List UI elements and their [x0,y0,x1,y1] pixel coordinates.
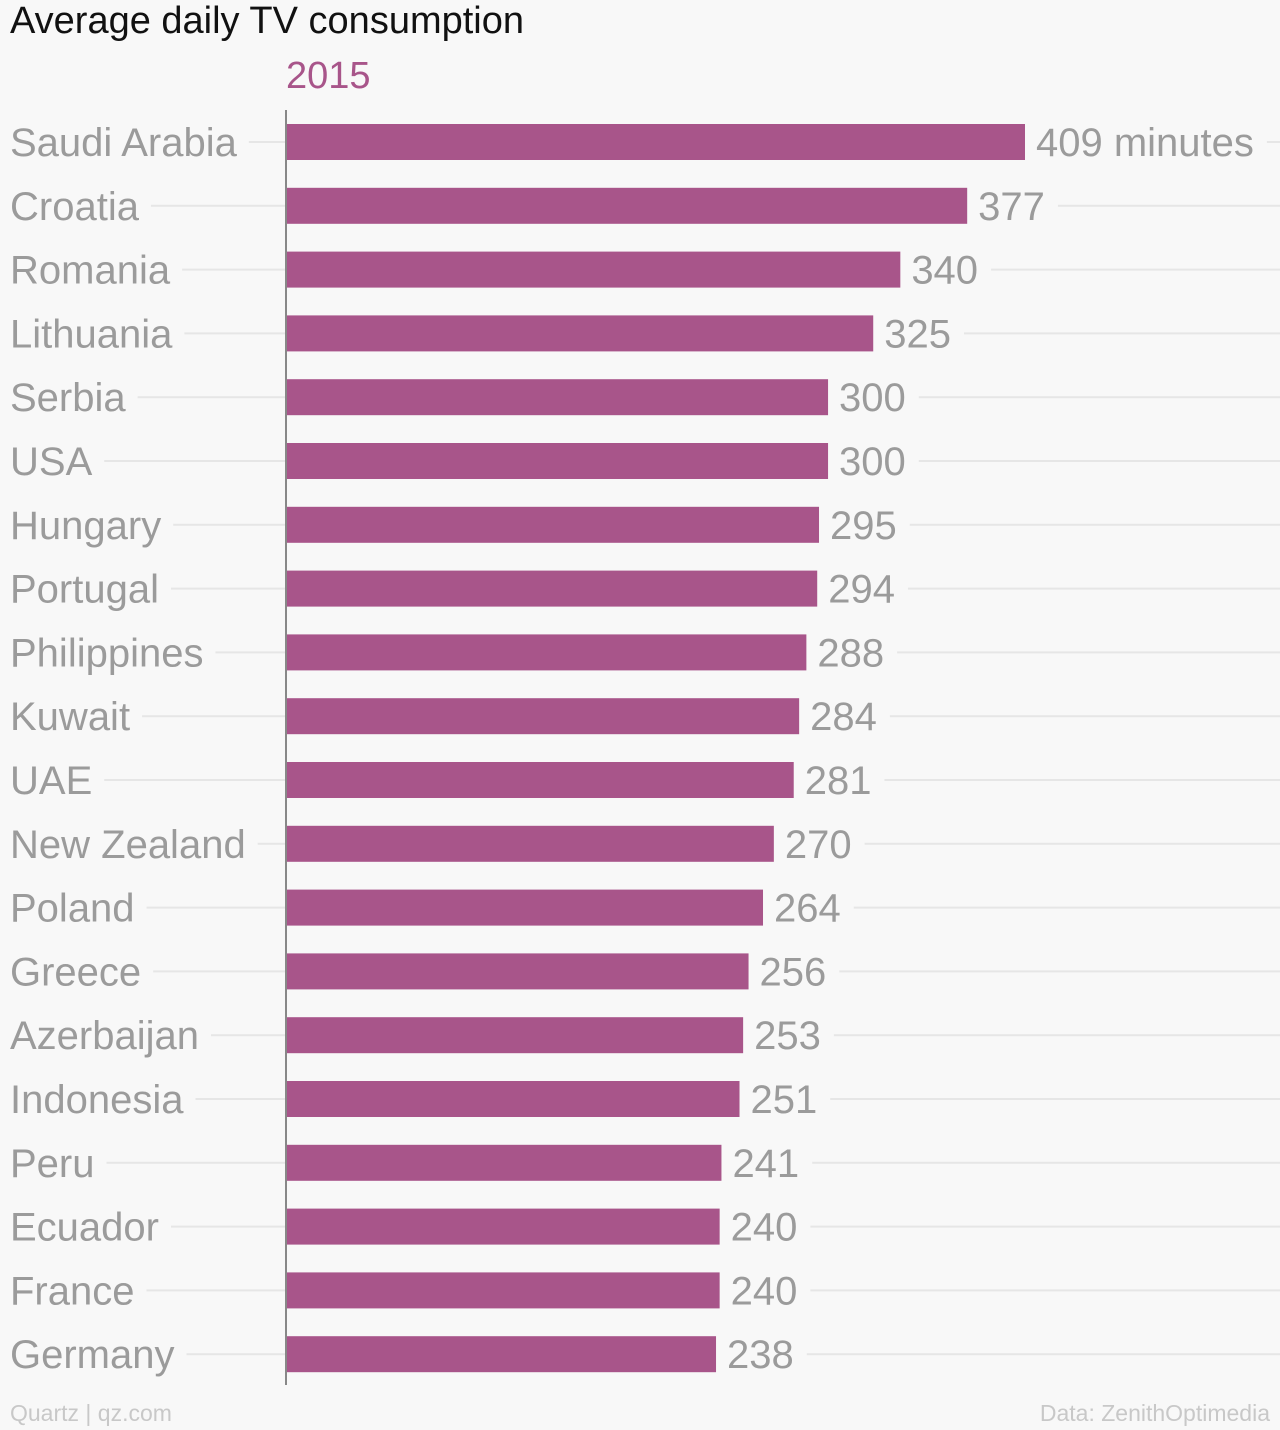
value-label: 288 [817,631,884,675]
value-label: 238 [727,1333,794,1377]
category-label: Serbia [10,376,126,420]
category-label: New Zealand [10,823,246,867]
bar [286,1272,720,1309]
value-label: 340 [911,249,978,293]
bar [286,762,794,798]
category-label: Indonesia [10,1078,184,1122]
bar [286,1081,740,1117]
value-label: 409 minutes [1036,121,1254,165]
bar [286,443,829,479]
category-label: Poland [10,887,135,931]
bar [286,251,901,288]
value-label: 281 [805,759,872,803]
value-label: 270 [785,823,852,867]
bar [286,187,968,224]
value-label: 240 [731,1269,798,1313]
category-label: Saudi Arabia [10,121,238,165]
category-label: Peru [10,1142,95,1186]
data-source: Data: ZenithOptimedia [1039,1400,1270,1426]
bar [286,1336,717,1373]
category-label: Philippines [10,631,203,675]
value-label: 325 [884,312,951,356]
value-label: 284 [810,695,877,739]
source-credit: Quartz | qz.com [10,1400,172,1426]
bar [286,315,874,352]
category-label: Hungary [10,504,161,548]
category-label: Azerbaijan [10,1014,199,1058]
category-label: USA [10,440,93,484]
category-label: Ecuador [10,1206,159,1250]
category-label: France [10,1269,135,1313]
value-label: 295 [830,504,897,548]
value-label: 300 [839,440,906,484]
value-label: 241 [732,1142,799,1186]
value-label: 240 [731,1206,798,1250]
bar [286,953,749,990]
category-label: Germany [10,1333,175,1377]
bar [286,889,764,926]
bar [286,698,800,735]
bar [286,825,774,862]
value-label: 264 [774,887,841,931]
bar [286,506,820,543]
value-label: 253 [754,1014,821,1058]
bar [286,1208,720,1245]
bar [286,570,818,607]
value-label: 377 [978,185,1045,229]
bar [286,1144,722,1181]
category-label: Kuwait [10,695,130,739]
bar-chart: Saudi Arabia 409 minutes Croatia 377 Romania… [10,110,1280,1385]
category-label: Croatia [10,185,140,229]
category-label: Lithuania [10,312,173,356]
series-label: 2015 [286,55,371,97]
value-label: 251 [751,1078,818,1122]
bar [286,1017,744,1054]
value-label: 294 [828,568,895,612]
bar [286,634,807,671]
category-label: Portugal [10,568,159,612]
category-label: Romania [10,249,171,293]
category-label: UAE [10,759,92,803]
value-label: 300 [839,376,906,420]
chart-title: Average daily TV consumption [10,0,525,42]
bar [286,379,829,416]
bar [286,124,1025,160]
category-label: Greece [10,950,141,994]
value-label: 256 [760,950,827,994]
